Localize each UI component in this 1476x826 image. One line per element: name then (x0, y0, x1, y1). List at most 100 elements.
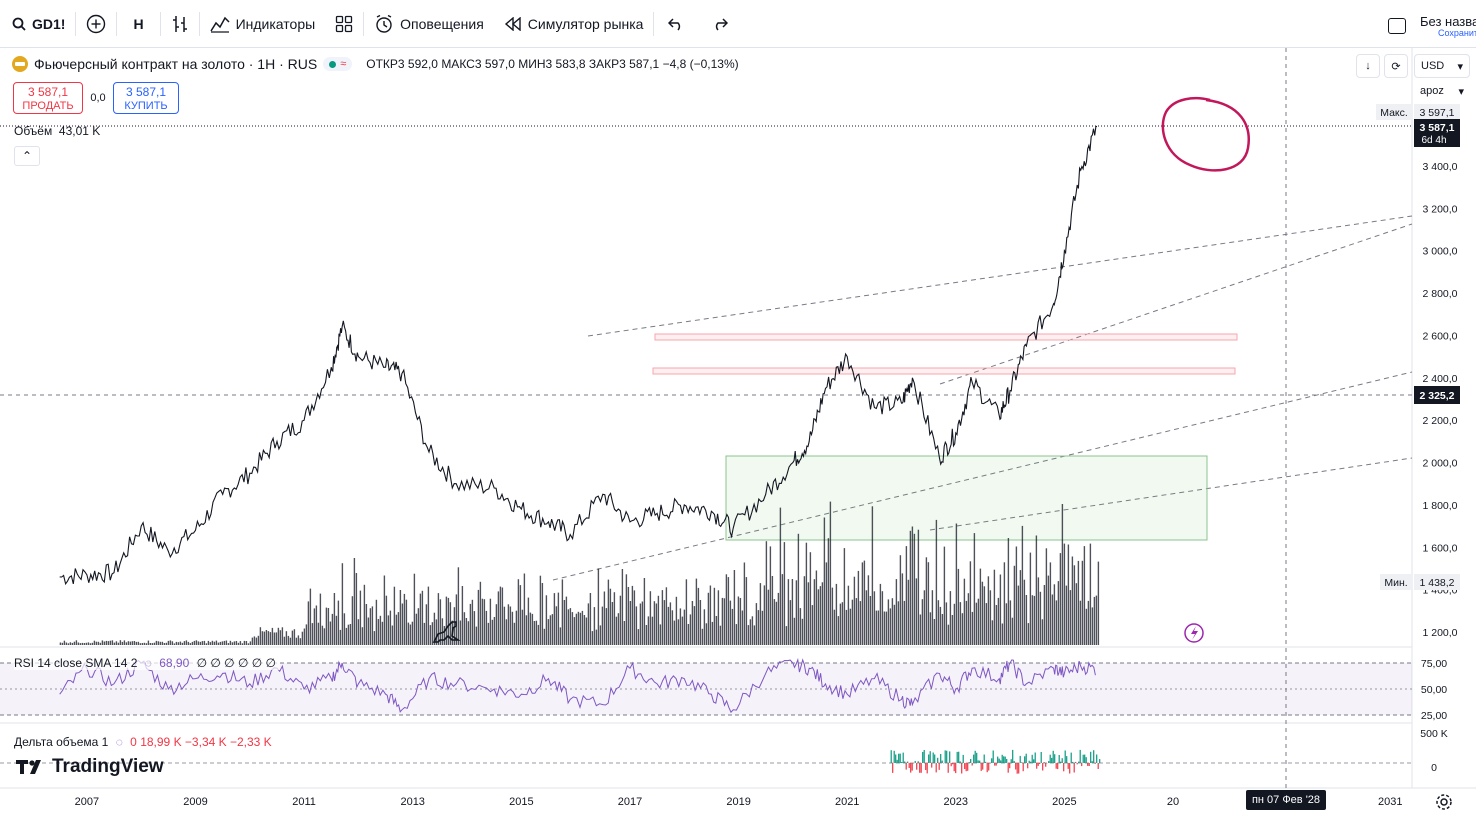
indicators-button[interactable]: Индикаторы (200, 0, 326, 47)
volume-bar (789, 600, 792, 645)
trend-line-lower[interactable] (552, 371, 1413, 581)
symbol-search-button[interactable]: GD1! (0, 0, 75, 47)
open-label: ОТКР (366, 57, 398, 71)
replay-button[interactable]: Симулятор рынка (494, 0, 654, 47)
volume-bar (1009, 600, 1012, 645)
max-value: 3 597,1 (1419, 107, 1454, 119)
undo-button[interactable] (654, 0, 698, 47)
volume-bar (249, 641, 252, 645)
annotation-circle[interactable] (1161, 96, 1250, 172)
scroll-to-realtime-button[interactable]: ↓ (1356, 54, 1380, 78)
volume-bar (395, 614, 398, 645)
lightning-icon[interactable] (1184, 623, 1204, 643)
symbol-full-name[interactable]: Фьючерсный контракт на золото · 1H · RUS (34, 56, 318, 72)
sell-button[interactable]: 3 587,1 ПРОДАТЬ (13, 82, 83, 114)
interval-button[interactable]: H (117, 0, 159, 47)
collapse-legend-button[interactable]: ⌃ (14, 146, 40, 166)
volume-bar (303, 628, 306, 645)
delta-bar (953, 763, 955, 772)
volume-bar (1045, 548, 1048, 645)
volume-bar (235, 641, 238, 645)
volume-bar (99, 642, 102, 645)
gear-icon[interactable] (1434, 792, 1454, 812)
trend-line-mid[interactable] (939, 223, 1413, 385)
volume-bar (887, 599, 890, 645)
volume-bar (823, 517, 826, 645)
volume-bar (941, 614, 944, 645)
volume-bar (521, 609, 524, 645)
trend-line-upper[interactable] (587, 215, 1413, 337)
volume-bar (533, 621, 536, 645)
delta-bar (904, 761, 906, 763)
layout-title-area[interactable]: Без назва Сохранит (1382, 0, 1476, 48)
volume-bar (933, 619, 936, 645)
volume-bar (775, 601, 778, 645)
redo-icon (716, 17, 729, 31)
volume-value: 43,01 K (58, 124, 101, 138)
delta-bar (1052, 750, 1054, 763)
buy-button[interactable]: 3 587,1 КУПИТЬ (113, 82, 179, 114)
price-axis[interactable]: 3 400,0 3 200,0 3 000,0 2 800,0 2 600,0 2 400… (1422, 161, 1457, 639)
volume-bar (797, 533, 800, 645)
delta-bar (958, 751, 960, 763)
delta-bar (1087, 763, 1089, 766)
time-axis[interactable]: 2007 2009 2011 2013 2015 2017 2019 2021 2023 2025… (75, 796, 1403, 808)
delta-bar (947, 763, 949, 773)
delta-bar (1033, 759, 1035, 763)
gold-icon (12, 56, 28, 72)
volume-bar (759, 583, 762, 645)
delta-bar (1010, 759, 1012, 763)
volume-bar (207, 640, 210, 645)
volume-bar (465, 618, 468, 645)
max-label-bg (1376, 104, 1412, 120)
delta-bar (1049, 754, 1051, 763)
close-value: 3 587,1 (619, 57, 660, 71)
volume-bar (479, 581, 482, 645)
volume-bar (491, 619, 494, 645)
trend-line-base[interactable] (929, 457, 1413, 531)
volume-bar (689, 614, 692, 645)
refresh-icon: ⟳ (1391, 60, 1401, 73)
chart-canvas[interactable]: 3 400,0 3 200,0 3 000,0 2 800,0 2 600,0 2 400… (0, 48, 1476, 826)
volume-bar (855, 598, 858, 645)
delta-bar (1036, 763, 1038, 769)
rsi-legend: RSI 14 close SMA 14 2 ◌ 68,90 ∅ ∅ ∅ ∅ ∅ … (14, 656, 280, 670)
delta-bar (920, 763, 922, 773)
resistance-zone-upper[interactable] (654, 333, 1238, 341)
dinosaur-icon (432, 621, 461, 643)
volume-legend: Объём 43,01 K (14, 124, 100, 138)
volume-bar (921, 599, 924, 645)
volume-bar (859, 601, 862, 645)
reset-scale-button[interactable]: ⟳ (1384, 54, 1408, 78)
volume-bar (999, 574, 1002, 645)
volume-bar (955, 523, 958, 645)
layouts-button[interactable] (325, 0, 363, 47)
resistance-zone-lower[interactable] (652, 367, 1236, 375)
range-box[interactable] (725, 455, 1208, 541)
price-tick: 2 800,0 (1422, 288, 1457, 300)
volume-bar (673, 620, 676, 645)
separator (75, 11, 77, 36)
volume-bar (427, 586, 430, 645)
delta-bar (1061, 758, 1063, 763)
volume-bar (407, 622, 410, 645)
delta-tick: 500 K (1420, 728, 1447, 740)
volume-bar (787, 579, 790, 645)
tradingview-logo[interactable]: TradingView (16, 756, 164, 778)
redo-button[interactable] (698, 0, 742, 47)
market-status-pill[interactable]: ≈ (323, 57, 353, 71)
currency-button[interactable]: USD ▾ (1414, 54, 1470, 78)
layout-checkbox-icon[interactable] (1388, 18, 1406, 34)
volume-bar (217, 642, 220, 645)
chart-type-button[interactable] (161, 0, 199, 47)
scale-button[interactable]: apoz ▾ (1414, 79, 1470, 103)
rsi-axis[interactable]: 75,00 50,00 25,00 500 K 0 (1420, 658, 1447, 774)
alerts-button[interactable]: Оповещения (364, 0, 494, 47)
delta-bar (985, 761, 987, 763)
delta-bar (1082, 754, 1084, 763)
volume-bar (987, 576, 990, 645)
compare-button[interactable] (76, 0, 116, 47)
low-label: МИН (518, 57, 546, 71)
trend-lines[interactable] (552, 215, 1413, 581)
volume-bar (205, 643, 208, 645)
